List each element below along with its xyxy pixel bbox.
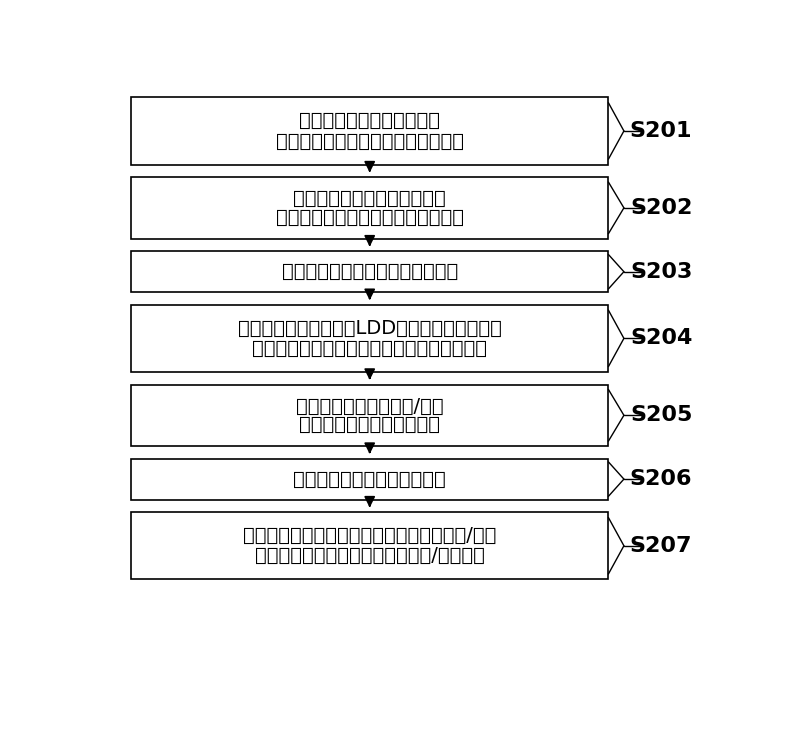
Text: 以栅极结构及侧墙为掩膜，进行源/漏极离子: 以栅极结构及侧墙为掩膜，进行源/漏极离子	[254, 546, 485, 565]
Text: S203: S203	[630, 262, 692, 282]
Text: S201: S201	[630, 121, 692, 141]
Text: 以所述栅极结构为掩膜，在所述半导体衬底中: 以所述栅极结构为掩膜，在所述半导体衬底中	[252, 339, 487, 358]
Text: S204: S204	[630, 329, 692, 349]
Text: 在所述半导体衬底上形成栅极结构: 在所述半导体衬底上形成栅极结构	[282, 262, 458, 281]
Text: 执行第一次快速退火处理，: 执行第一次快速退火处理，	[299, 415, 440, 434]
Text: S202: S202	[630, 198, 692, 218]
Text: 形成有阱区和浅槽隔离结构: 形成有阱区和浅槽隔离结构	[299, 112, 440, 130]
Bar	[131, 177, 608, 239]
Bar	[131, 98, 608, 164]
Text: 形成袋状区和轻掺杂源/漏区: 形成袋状区和轻掺杂源/漏区	[296, 397, 443, 416]
Bar	[131, 512, 608, 579]
Text: 提供半导体衬底，所述半导体衬底内: 提供半导体衬底，所述半导体衬底内	[276, 132, 464, 150]
Text: 进行袋状区离子注入和LDD大角度倾斜离子注入: 进行袋状区离子注入和LDD大角度倾斜离子注入	[238, 319, 502, 337]
Bar	[131, 251, 608, 292]
Bar	[131, 385, 608, 446]
Text: 注入，并执行第二次快速退火处理，形成源/漏区: 注入，并执行第二次快速退火处理，形成源/漏区	[243, 526, 496, 545]
Bar	[131, 459, 608, 500]
Text: 在所述栅极结构两侧形成侧墙: 在所述栅极结构两侧形成侧墙	[294, 470, 446, 488]
Text: S205: S205	[630, 406, 692, 426]
Text: 离子注入，并形成沟道注入区: 离子注入，并形成沟道注入区	[294, 189, 446, 208]
Text: 在所述半导体衬底的阱区中进行沟道: 在所述半导体衬底的阱区中进行沟道	[276, 208, 464, 226]
Text: S206: S206	[630, 469, 692, 489]
Text: S207: S207	[630, 536, 692, 556]
Bar	[131, 305, 608, 372]
